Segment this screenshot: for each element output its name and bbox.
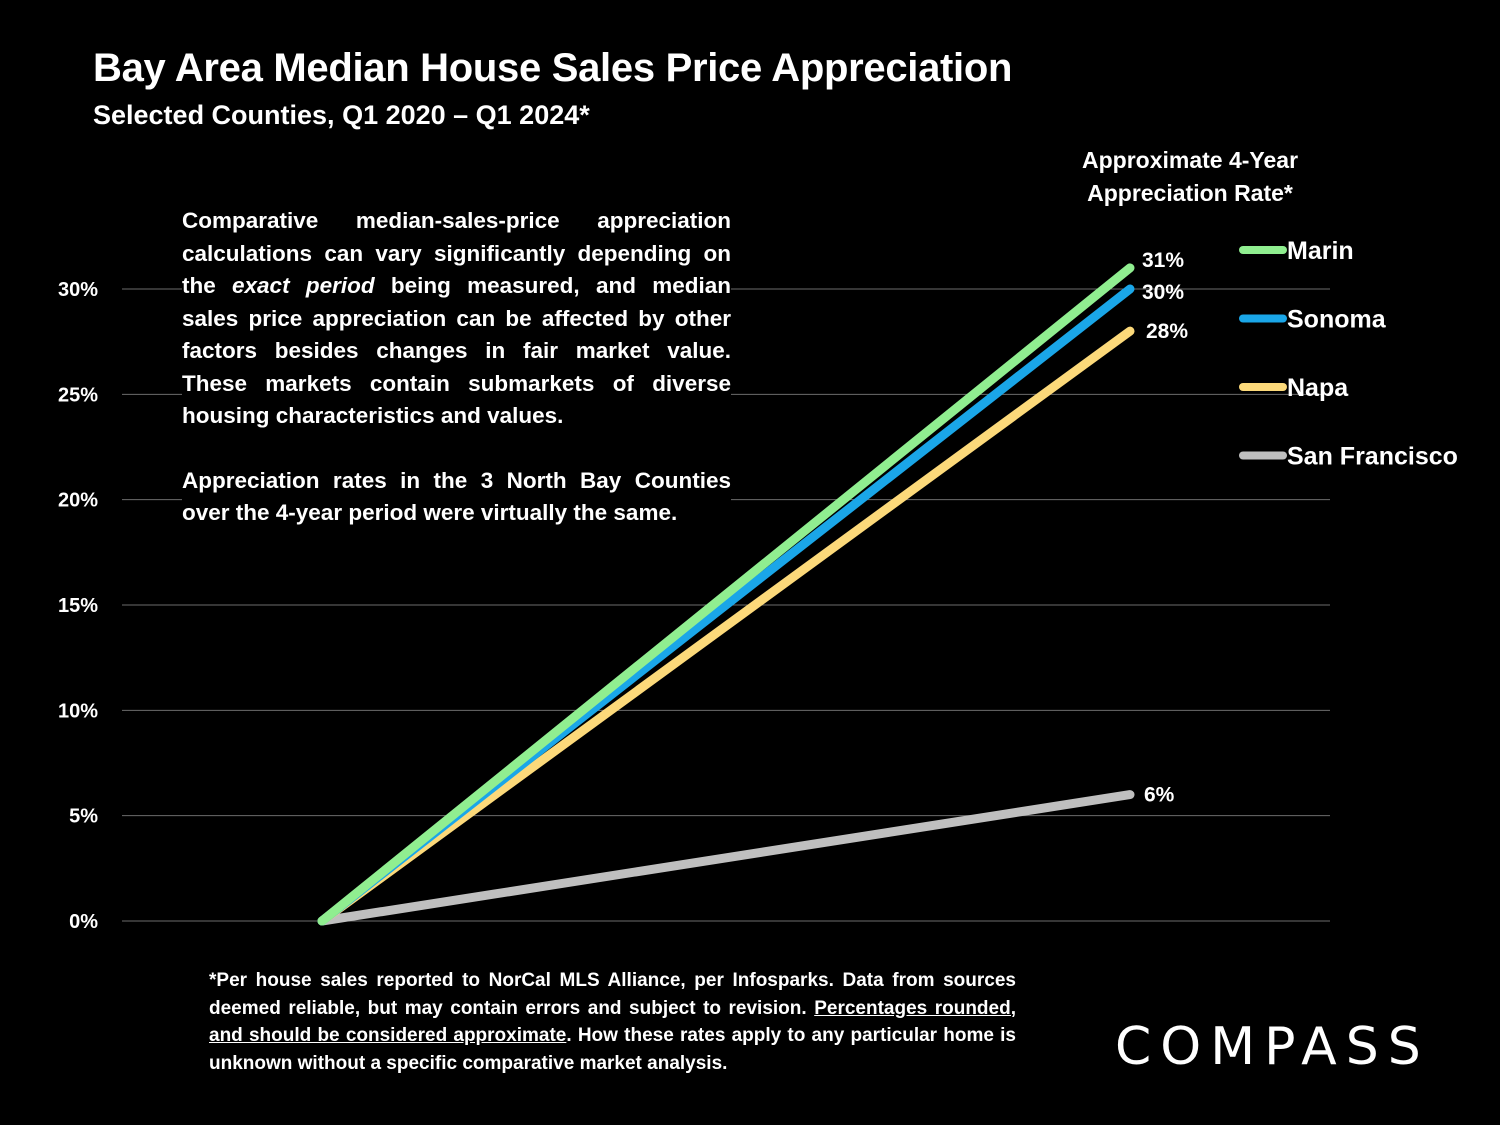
series-line-napa — [317, 326, 1135, 926]
annotation-paragraph-2: Appreciation rates in the 3 North Bay Co… — [182, 467, 731, 526]
y-tick-label: 0% — [69, 911, 98, 933]
legend-label: Marin — [1287, 237, 1354, 265]
legend-title: Approximate 4-Year — [1082, 147, 1298, 173]
legend-label: San Francisco — [1287, 443, 1458, 471]
legend-label: Sonoma — [1287, 306, 1387, 334]
footnote-text: *Per house sales reported to NorCal MLS … — [209, 970, 1016, 1019]
data-labels: 31% 30% 28% 6% — [1142, 249, 1188, 807]
legend-title: Appreciation Rate* — [1087, 180, 1293, 206]
legend: Approximate 4-Year Appreciation Rate* Mari… — [1082, 147, 1458, 471]
compass-logo: COMPASS — [1115, 1017, 1430, 1077]
data-label-sonoma: 30% — [1142, 281, 1184, 304]
legend-label: Napa — [1287, 374, 1349, 402]
annotation-paragraph-1: Comparative median-sales-price appreciat… — [182, 205, 731, 433]
y-axis-ticks: 0% 5% 10% 15% 20% 25% 30% — [58, 279, 98, 933]
chart-subtitle: Selected Counties, Q1 2020 – Q1 2024* — [93, 100, 590, 130]
data-label-marin: 31% — [1142, 249, 1184, 272]
annotation-text: being measured, and median sales price a… — [182, 273, 731, 428]
annotation-text: Comparative median-sales-price appreciat… — [182, 208, 731, 298]
footnote-text: . How these rates apply to any particula… — [209, 1025, 1016, 1074]
data-label-napa: 28% — [1146, 320, 1188, 343]
series-line-san-francisco — [317, 790, 1135, 926]
y-tick-label: 15% — [58, 595, 98, 617]
annotation-emphasis: exact period — [232, 273, 375, 298]
y-tick-label: 10% — [58, 700, 98, 722]
annotation-box: Comparative median-sales-price appreciat… — [182, 205, 731, 562]
chart-title: Bay Area Median House Sales Price Apprec… — [93, 46, 1013, 90]
data-label-san-francisco: 6% — [1144, 784, 1175, 807]
footnote-underlined: Percentages rounded, and should be consi… — [209, 997, 1016, 1047]
y-tick-label: 25% — [58, 384, 98, 406]
y-tick-label: 30% — [58, 279, 98, 301]
footnote: *Per house sales reported to NorCal MLS … — [209, 967, 1016, 1077]
y-tick-label: 5% — [69, 806, 98, 828]
series-line-marin — [317, 263, 1135, 926]
y-tick-label: 20% — [58, 490, 98, 512]
series-lines — [317, 263, 1135, 926]
